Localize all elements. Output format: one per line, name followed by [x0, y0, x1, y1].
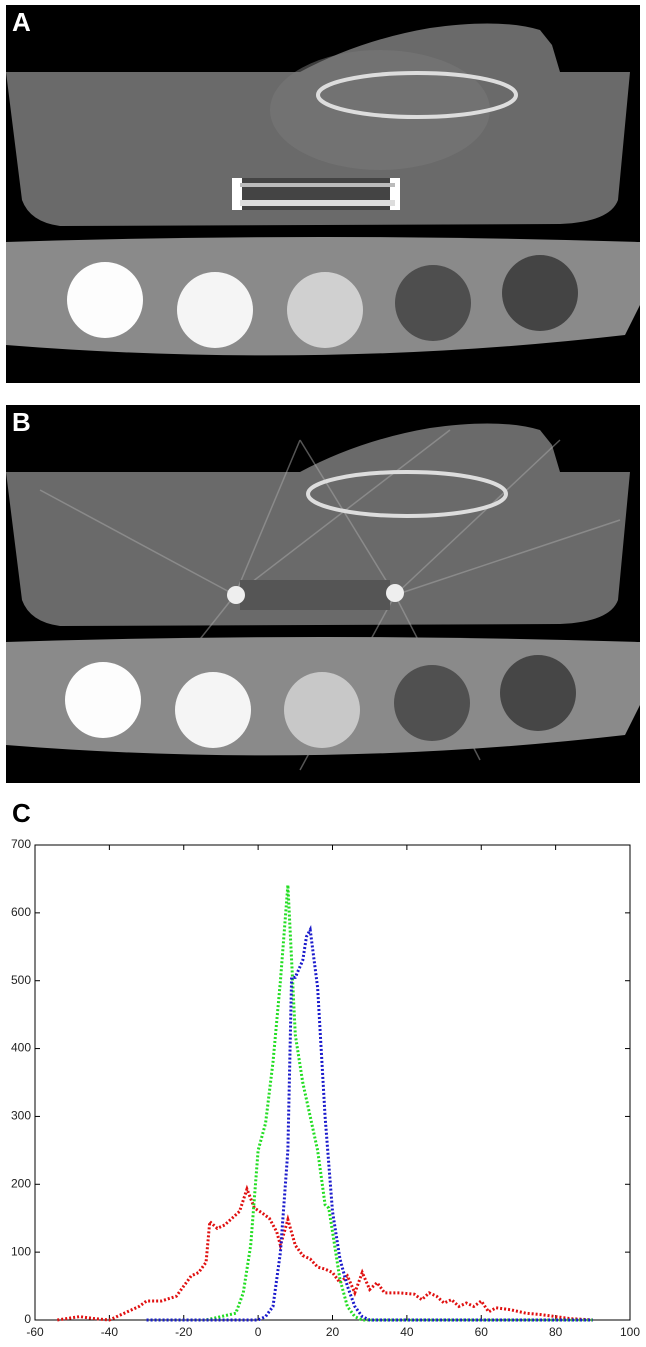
panel-label: C [12, 798, 31, 828]
insert [65, 662, 141, 738]
y-tick-label: 0 [24, 1312, 31, 1326]
y-tick-label: 100 [11, 1244, 31, 1258]
insert [395, 265, 471, 341]
y-tick-label: 600 [11, 905, 31, 919]
insert [500, 655, 576, 731]
x-tick-label: 0 [255, 1325, 262, 1339]
implant [386, 584, 404, 602]
y-tick-label: 700 [11, 837, 31, 851]
insert [287, 272, 363, 348]
x-tick-label: 40 [400, 1325, 414, 1339]
line-series [147, 930, 593, 1320]
implant [240, 200, 395, 206]
x-tick-label: 100 [620, 1325, 640, 1339]
y-tick-label: 500 [11, 973, 31, 987]
panel-label: A [12, 7, 31, 37]
x-tick-label: 20 [326, 1325, 340, 1339]
insert [394, 665, 470, 741]
line-series [57, 1189, 593, 1320]
x-tick-label: -60 [26, 1325, 44, 1339]
implant-region [240, 580, 390, 610]
implant [227, 586, 245, 604]
panel-label: B [12, 407, 31, 437]
plot-frame [35, 845, 630, 1320]
implant [240, 183, 395, 187]
insert [67, 262, 143, 338]
insert [177, 272, 253, 348]
panel-b: B [6, 405, 640, 783]
x-tick-label: 60 [475, 1325, 489, 1339]
x-tick-label: -20 [175, 1325, 193, 1339]
y-tick-label: 400 [11, 1041, 31, 1055]
figure: A B C -60 -40 -20 0 20 40 60 80 100 0 100 200 300 400… [0, 0, 646, 1342]
y-tick-label: 300 [11, 1109, 31, 1123]
x-tick-label: 80 [549, 1325, 563, 1339]
y-tick-label: 200 [11, 1176, 31, 1190]
insert [175, 672, 251, 748]
tissue [270, 50, 490, 170]
panel-a: A [6, 5, 640, 383]
insert [502, 255, 578, 331]
line-series [147, 885, 593, 1320]
x-tick-label: -40 [101, 1325, 119, 1339]
insert [284, 672, 360, 748]
